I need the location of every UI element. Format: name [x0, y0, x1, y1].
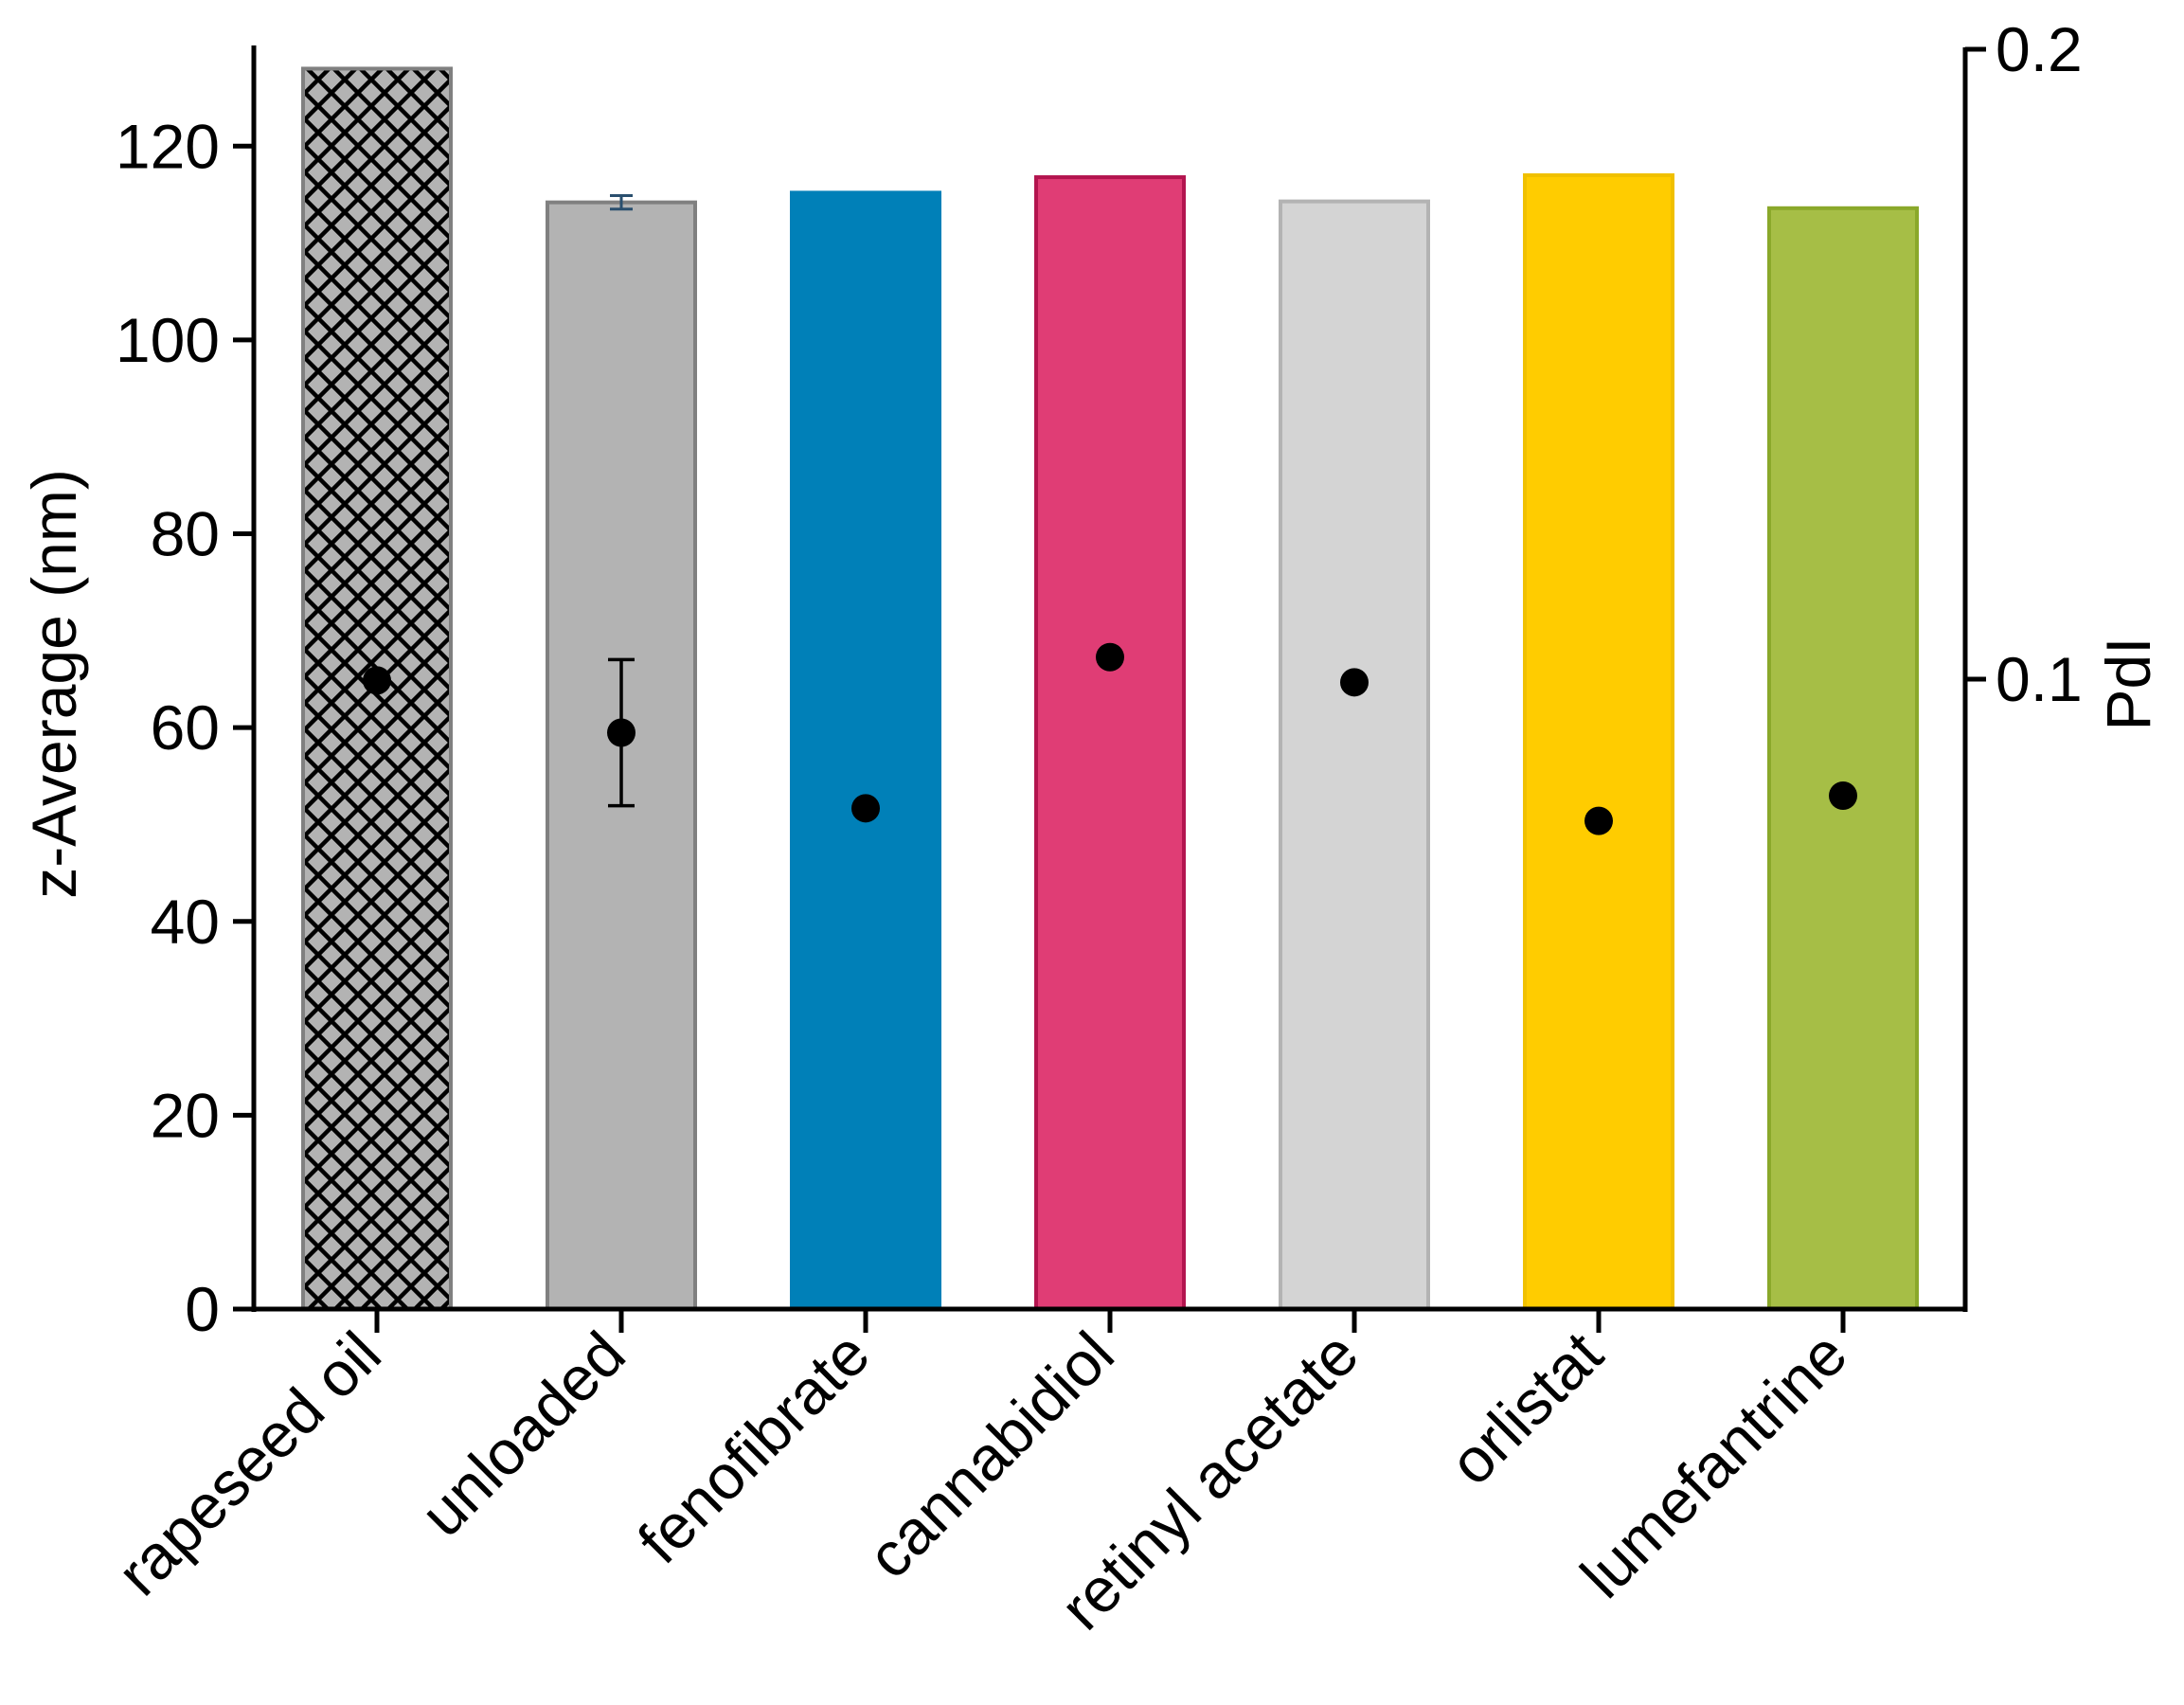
y-tick-label: 80 [151, 499, 220, 569]
x-tick-label: unloaded [407, 1319, 638, 1550]
axes-layer [233, 45, 1986, 1333]
bar-cannabidiol [1034, 175, 1186, 1312]
pdi-point [363, 666, 391, 695]
x-tick-label: rapeseed oil [103, 1319, 394, 1609]
pdi-point [1829, 781, 1857, 811]
y-tick-label: 40 [151, 887, 220, 957]
y2-tick-label: 0.1 [1996, 644, 2083, 714]
x-tick-label: lumefantrine [1567, 1319, 1860, 1611]
y-tick-label: 120 [116, 111, 220, 181]
pdi-point [851, 794, 880, 823]
y-tick-label: 100 [116, 305, 220, 375]
y-tick-label: 0 [185, 1274, 220, 1344]
y-tick-label: 20 [151, 1080, 220, 1150]
bar-fenofibrate [790, 190, 941, 1311]
y-axis-title: z-Average (nm) [19, 469, 89, 899]
pdi-point [1584, 806, 1613, 835]
pdi-point [1340, 668, 1369, 697]
points-layer [363, 642, 1857, 835]
y-tick-label: 60 [151, 692, 220, 763]
bar-orlistat [1523, 173, 1674, 1311]
x-tick-label: fenofibrate [624, 1319, 883, 1577]
y2-tick-label: 0.2 [1996, 14, 2083, 84]
bars-layer [301, 66, 1919, 1312]
pdi-point [607, 718, 636, 747]
pdi-point [1096, 642, 1124, 672]
bar-errorbar [610, 193, 633, 211]
bar-lumefantrine [1767, 206, 1919, 1311]
y2-axis-title: PdI [2093, 637, 2163, 730]
x-tick-label: cannabidiol [853, 1319, 1126, 1591]
x-tick-label: orlistat [1436, 1319, 1616, 1499]
bar-retinyl-acetate [1279, 199, 1430, 1312]
